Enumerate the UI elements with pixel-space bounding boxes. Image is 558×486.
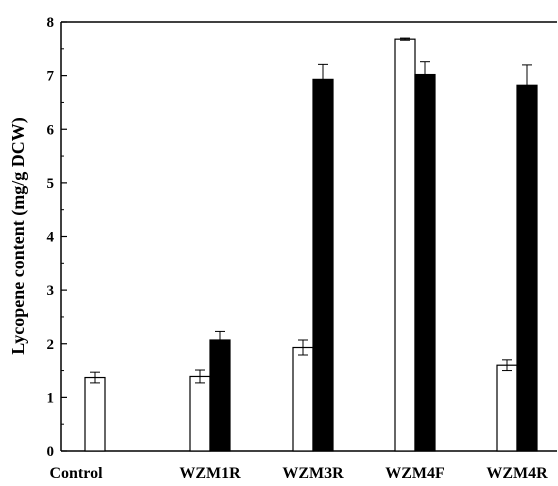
y-tick-label: 4 (47, 230, 55, 246)
category-label: WZM1R (179, 465, 241, 482)
y-axis-ticks: 0 1 2 3 4 5 6 7 8 (47, 15, 67, 460)
bar (394, 38, 416, 452)
bar (292, 346, 314, 452)
category-label: WZM3R (282, 465, 344, 482)
y-tick-label: 5 (47, 176, 55, 192)
bar-series (84, 38, 538, 452)
bar (516, 84, 538, 452)
bar (496, 364, 518, 452)
y-tick-label: 6 (47, 122, 55, 138)
y-tick-label: 7 (47, 69, 55, 85)
bar (312, 78, 334, 452)
category-label: WZM4R (486, 465, 548, 482)
y-tick-label: 8 (47, 15, 55, 31)
y-tick-label: 2 (47, 337, 55, 353)
bar (189, 375, 211, 452)
error-bars (90, 37, 532, 384)
bar (209, 339, 231, 452)
y-tick-label: 1 (47, 390, 55, 406)
bar (84, 376, 106, 452)
y-tick-label: 3 (47, 283, 55, 299)
category-label: Control (49, 465, 103, 482)
y-axis-label: Lycopene content (mg/g DCW) (8, 117, 29, 354)
category-labels: Control WZM1R WZM3R WZM4F WZM4R (49, 465, 548, 482)
bar (414, 73, 436, 452)
y-tick-label: 0 (47, 444, 55, 460)
category-label: WZM4F (385, 465, 445, 482)
